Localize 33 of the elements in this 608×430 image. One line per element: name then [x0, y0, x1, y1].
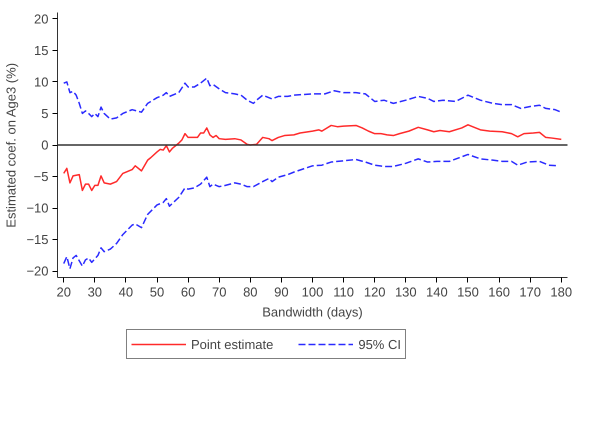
y-tick-label: 10: [34, 74, 49, 90]
x-tick-label: 30: [88, 284, 102, 300]
y-tick-label: −15: [26, 232, 49, 248]
x-tick-label: 70: [212, 284, 226, 300]
x-tick-label: 60: [180, 284, 196, 300]
legend-label: Point estimate: [190, 336, 274, 352]
y-tick-label: −5: [34, 169, 49, 184]
y-tick-label: 20: [34, 11, 49, 26]
x-axis-title: Bandwidth (days): [262, 304, 363, 320]
x-tick-label: 40: [118, 284, 134, 300]
legend-label: 95% CI: [358, 336, 401, 352]
x-tick-label: 130: [394, 284, 417, 300]
x-tick-label: 160: [488, 284, 510, 300]
x-tick-label: 120: [364, 284, 386, 300]
y-tick-label: −10: [26, 200, 49, 216]
x-tick-label: 80: [243, 284, 258, 300]
line-series: [62, 124, 562, 192]
y-tick-label: 5: [41, 106, 49, 121]
x-tick-label: 20: [56, 284, 71, 300]
line-series: [62, 154, 559, 270]
y-tick-label: −20: [26, 264, 49, 279]
x-tick-label: 90: [274, 284, 289, 300]
x-tick-label: 180: [550, 284, 572, 300]
y-axis-title: Estimated coef. on Age3 (%): [3, 62, 18, 228]
x-tick-label: 110: [333, 284, 354, 300]
x-tick-label: 150: [457, 284, 479, 300]
line-series: [62, 77, 562, 120]
x-tick-label: 50: [150, 284, 164, 300]
x-tick-label: 170: [519, 284, 542, 300]
y-tick-label: 15: [34, 42, 49, 58]
x-tick-label: 100: [302, 284, 324, 300]
y-tick-label: 0: [41, 138, 49, 152]
x-tick-label: 140: [426, 284, 448, 300]
